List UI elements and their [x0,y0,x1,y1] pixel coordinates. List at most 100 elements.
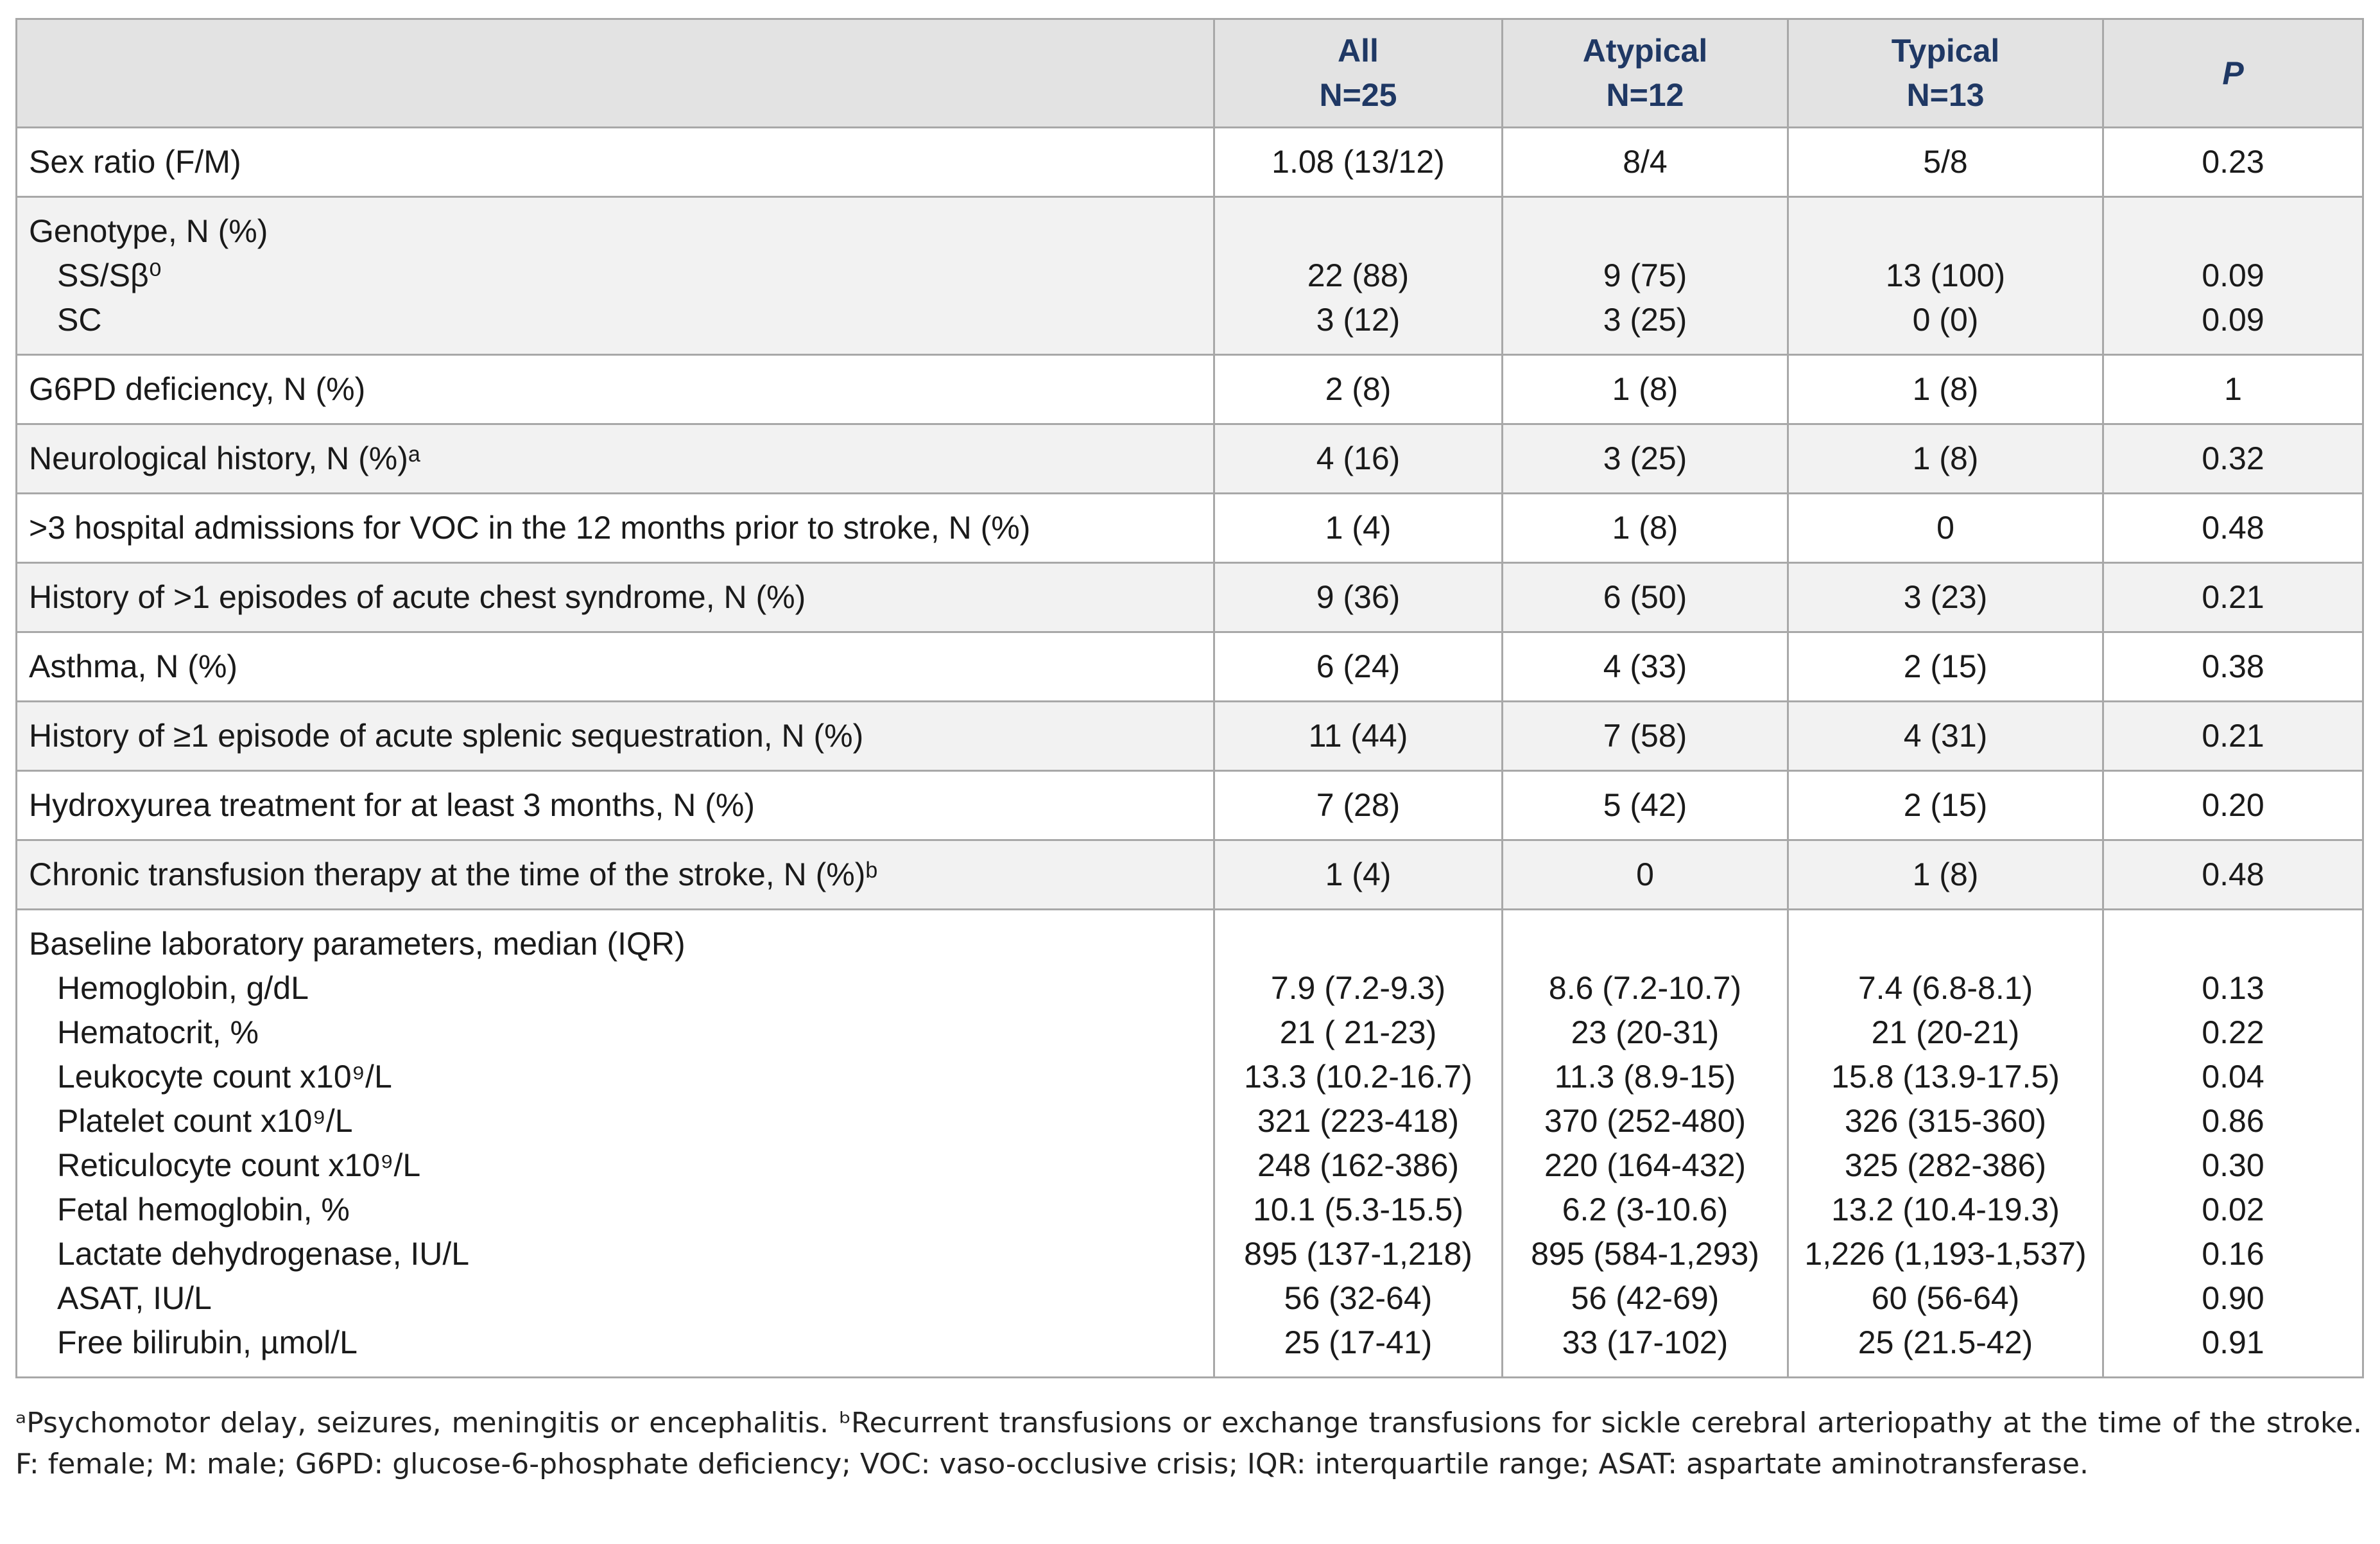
table-row: Asthma, N (%) 6 (24) 4 (33) 2 (15) 0.38 [15,631,2364,702]
header-empty [15,18,1215,128]
cell-value: 1 (8) [1912,371,1979,407]
cell-value: 7 (28) [1316,787,1401,823]
value-cell: 0 [1787,492,2104,564]
cell-value: 4 (33) [1603,648,1687,684]
cell-value: 1 (4) [1325,510,1392,546]
row-label-cell: Neurological history, N (%)ᵃ [15,423,1215,494]
cell-value: 23 (20-31) [1571,1014,1720,1050]
cell-value: 2 (15) [1903,648,1988,684]
value-cell: 7 (28) [1213,770,1503,841]
sub-label: Lactate dehydrogenase, IU/L [57,1236,470,1272]
value-cell: 1 (4) [1213,839,1503,910]
cell-value: 25 (17-41) [1284,1324,1433,1360]
row-label: History of ≥1 episode of acute splenic s… [29,718,864,754]
row-label: Genotype, N (%) [29,213,268,249]
row-label-cell: Asthma, N (%) [15,631,1215,702]
row-label: >3 hospital admissions for VOC in the 12… [29,510,1031,546]
cell-value: 3 (25) [1603,440,1687,476]
sub-label: Hemoglobin, g/dL [57,970,309,1006]
spacer [2108,209,2358,254]
cell-value: 13.2 (10.4-19.3) [1831,1192,2060,1227]
value-cell: 1 (8) [1787,423,2104,494]
cell-value: 33 (17-102) [1562,1324,1729,1360]
cell-value: 0.23 [2202,144,2264,180]
value-cell: 0.32 [2102,423,2364,494]
cell-value: 8/4 [1623,144,1668,180]
table-body: Sex ratio (F/M) 1.08 (13/12) 8/4 5/8 0.23 Gen… [15,126,2364,1378]
cell-value: 895 (137-1,218) [1244,1236,1472,1272]
cell-value: 0.48 [2202,510,2264,546]
cell-value: 1 (8) [1912,856,1979,892]
cell-value: 0 [1936,510,1954,546]
cell-value: 1 (8) [1912,440,1979,476]
table-row: Sex ratio (F/M) 1.08 (13/12) 8/4 5/8 0.23 [15,126,2364,198]
cell-value: 4 (16) [1316,440,1401,476]
spacer [1793,209,2098,254]
row-label-cell: Baseline laboratory parameters, median (… [15,908,1215,1378]
cell-value: 15.8 (13.9-17.5) [1831,1059,2060,1095]
value-cell: 0.09 0.09 [2102,196,2364,356]
cell-value: 11 (44) [1308,718,1408,754]
column-header: Typical N=13 [1787,18,2104,128]
row-label-cell: Hydroxyurea treatment for at least 3 mon… [15,770,1215,841]
value-cell: 1 [2102,354,2364,425]
header-line: N=13 [1906,77,1985,113]
cell-value: 0.90 [2202,1280,2264,1316]
row-label: Neurological history, N (%)ᵃ [29,440,420,476]
cell-value: 13.3 (10.2-16.7) [1244,1059,1472,1095]
row-label-cell: G6PD deficiency, N (%) [15,354,1215,425]
cell-value: 8.6 (7.2-10.7) [1548,970,1742,1006]
cell-value: 9 (36) [1316,579,1401,615]
cell-value: 1 (8) [1612,371,1678,407]
value-cell: 6 (24) [1213,631,1503,702]
row-label: History of >1 episodes of acute chest sy… [29,579,806,615]
header-line: N=25 [1319,77,1397,113]
cell-value: 9 (75) [1603,257,1687,293]
cell-value: 0.13 [2202,970,2264,1006]
cell-value: 1 (8) [1612,510,1678,546]
row-label: Asthma, N (%) [29,648,238,684]
cell-value: 248 (162-386) [1257,1147,1460,1183]
cell-value: 25 (21.5-42) [1858,1324,2033,1360]
spacer [1507,209,1783,254]
value-cell: 1 (8) [1501,492,1789,564]
cell-value: 895 (584-1,293) [1531,1236,1759,1272]
cell-value: 11.3 (8.9-15) [1554,1059,1736,1095]
value-cell: 5/8 [1787,126,2104,198]
value-cell: 9 (75) 3 (25) [1501,196,1789,356]
cell-value: 5/8 [1923,144,1968,180]
value-cell: 1 (8) [1787,354,2104,425]
sub-label: SC [57,302,102,338]
footnote: ᵃPsychomotor delay, seizures, meningitis… [15,1407,2362,1480]
header-line: Typical [1891,33,2000,69]
cell-value: 1.08 (13/12) [1272,144,1445,180]
table-row: Neurological history, N (%)ᵃ 4 (16) 3 (25)… [15,423,2364,494]
value-cell: 2 (8) [1213,354,1503,425]
cell-value: 2 (8) [1325,371,1392,407]
cell-value: 7 (58) [1603,718,1687,754]
row-label: Sex ratio (F/M) [29,144,241,180]
cell-value: 4 (31) [1903,718,1988,754]
row-label-cell: Chronic transfusion therapy at the time … [15,839,1215,910]
cell-value: 0.04 [2202,1059,2264,1095]
value-cell: 11 (44) [1213,700,1503,772]
row-label-cell: History of >1 episodes of acute chest sy… [15,562,1215,633]
value-cell: 7 (58) [1501,700,1789,772]
cell-value: 3 (23) [1903,579,1988,615]
value-cell: 0.21 [2102,700,2364,772]
cell-value: 0 [1636,856,1654,892]
cell-value: 56 (42-69) [1571,1280,1720,1316]
value-cell: 0.13 0.22 0.04 0.86 0.30 0.02 0.16 0.90 0.91 [2102,908,2364,1378]
row-label-cell: >3 hospital admissions for VOC in the 12… [15,492,1215,564]
spacer [1793,922,2098,966]
cell-value: 326 (315-360) [1844,1103,2047,1139]
table-row: Chronic transfusion therapy at the time … [15,839,2364,910]
cell-value: 0.09 [2202,302,2264,338]
row-label: Hydroxyurea treatment for at least 3 mon… [29,787,755,823]
cell-value: 0.22 [2202,1014,2264,1050]
value-cell: 4 (33) [1501,631,1789,702]
cell-value: 56 (32-64) [1284,1280,1433,1316]
sub-label: Platelet count x10⁹/L [57,1103,353,1139]
row-label-cell: Sex ratio (F/M) [15,126,1215,198]
